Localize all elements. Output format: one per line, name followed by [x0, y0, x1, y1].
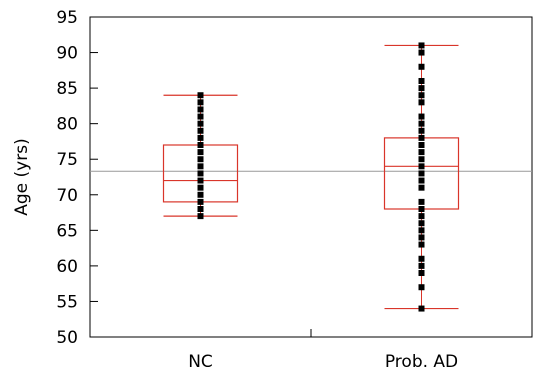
y-axis: 50 55 60 65 70 75 80 85 90 95	[56, 8, 98, 348]
data-point	[197, 120, 204, 127]
y-tick-label: 90	[56, 44, 78, 64]
data-point	[418, 262, 425, 269]
data-point	[418, 206, 425, 212]
data-point	[418, 198, 425, 205]
y-tick-label: 50	[56, 328, 78, 348]
data-point	[197, 113, 204, 120]
data-point	[418, 63, 425, 70]
y-tick-label: 55	[56, 292, 78, 312]
data-point	[418, 49, 425, 56]
data-point	[418, 234, 425, 241]
data-point	[418, 113, 425, 120]
y-tick-label: 80	[56, 115, 78, 135]
data-point	[197, 92, 204, 99]
data-point	[197, 99, 204, 106]
data-point	[418, 170, 425, 177]
plot-frame	[89, 16, 533, 338]
data-point	[197, 142, 204, 148]
y-tick-label: 65	[56, 221, 78, 241]
plot-area	[89, 16, 533, 338]
data-point	[197, 163, 204, 170]
box-group	[383, 42, 460, 312]
y-axis-title: Age (yrs)	[12, 138, 32, 215]
x-category-label: Prob. AD	[385, 352, 458, 372]
data-point	[197, 134, 204, 141]
data-point	[418, 213, 425, 220]
data-point	[197, 191, 204, 198]
data-point	[197, 184, 204, 191]
data-point	[418, 270, 425, 276]
data-point	[418, 305, 425, 312]
data-point	[418, 78, 425, 84]
data-point	[418, 284, 425, 291]
data-point	[418, 149, 425, 156]
x-category-label: NC	[188, 352, 213, 372]
data-point	[418, 156, 425, 163]
data-point	[418, 134, 425, 141]
data-point	[418, 142, 425, 148]
data-point	[418, 99, 425, 106]
data-point	[197, 177, 204, 184]
data-point	[197, 206, 204, 212]
data-point	[418, 127, 425, 134]
data-point	[197, 127, 204, 134]
data-point	[197, 149, 204, 156]
y-tick-label: 60	[56, 257, 78, 277]
data-point	[197, 213, 204, 220]
box-group	[162, 92, 239, 220]
data-point	[418, 163, 425, 170]
data-point	[418, 220, 425, 227]
data-point	[418, 85, 425, 92]
y-tick-label: 70	[56, 186, 78, 206]
data-point	[418, 92, 425, 99]
y-tick-label: 85	[56, 79, 78, 99]
data-point	[197, 156, 204, 163]
data-point	[418, 177, 425, 184]
data-point	[197, 170, 204, 177]
boxes	[162, 42, 460, 312]
data-point	[418, 241, 425, 248]
data-point	[418, 120, 425, 127]
data-point	[418, 227, 425, 234]
data-point	[418, 42, 425, 49]
y-tick-label: 75	[56, 150, 78, 170]
y-tick-label: 95	[56, 8, 78, 28]
x-axis: NC Prob. AD	[188, 329, 458, 372]
data-point	[197, 106, 204, 113]
data-point	[418, 184, 425, 191]
data-point	[197, 198, 204, 205]
data-point	[418, 255, 425, 262]
